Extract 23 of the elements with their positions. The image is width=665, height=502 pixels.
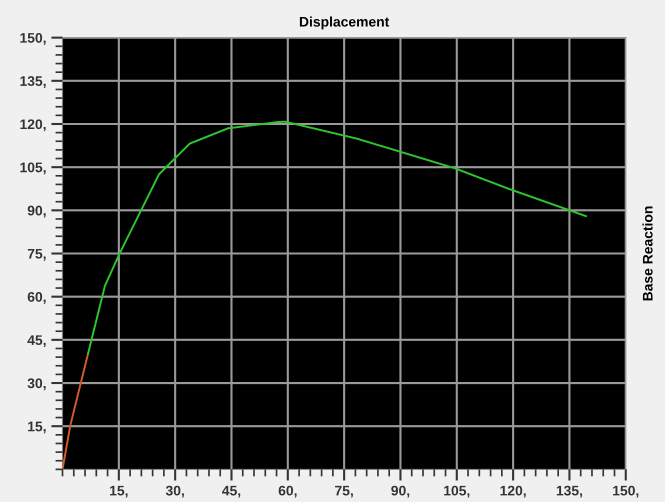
x-tick-label: 135, — [556, 486, 582, 498]
x-tick-label: 30, — [166, 486, 184, 498]
x-tick-label: 60, — [278, 486, 297, 498]
y-tick-label: 75, — [28, 248, 46, 261]
x-tick-label: 150, — [613, 486, 638, 498]
y-tick-label: 150, — [20, 32, 46, 45]
y-tick-label: 120, — [20, 119, 46, 132]
y-tick-label: 15, — [28, 422, 46, 434]
x-tick-label: 105, — [444, 486, 470, 498]
y-tick-label: 135, — [20, 76, 46, 88]
x-tick-label: 90, — [391, 486, 410, 498]
y-tick-label: 30, — [28, 378, 46, 390]
line-series — [87, 120, 587, 355]
y2-axis-title: Base Reaction — [642, 206, 653, 300]
x-tick-label: 120, — [500, 486, 526, 498]
chart-title: Displacement — [300, 16, 390, 30]
y-tick-label: 45, — [27, 335, 46, 348]
y-tick-label: 60, — [28, 292, 46, 304]
x-tick-label: 75, — [335, 486, 353, 498]
x-tick-label: 15, — [110, 486, 128, 498]
x-tick-label: 45, — [222, 486, 240, 498]
y-tick-label: 90, — [28, 206, 46, 218]
y-tick-label: 105, — [20, 162, 46, 174]
